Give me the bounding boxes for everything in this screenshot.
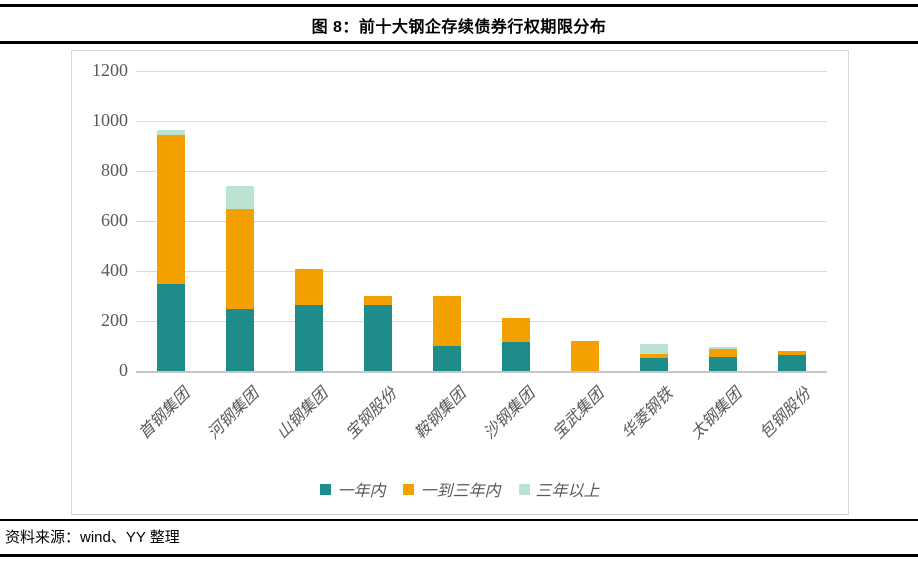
legend-swatch-icon (518, 483, 530, 495)
x-tick-label-山钢集团: 山钢集团 (273, 385, 332, 443)
legend-swatch-icon (320, 483, 332, 495)
bar-segment-华菱钢铁-一到三年内 (640, 354, 669, 358)
figure-title: 图 8：前十大钢企存续债券行权期限分布 (311, 19, 607, 36)
y-tick-label-0: 0 (119, 360, 128, 380)
bottom-divider (0, 554, 918, 557)
x-tick-label-宝钢股份: 宝钢股份 (342, 385, 401, 443)
bar-segment-宝钢股份-一年内 (363, 304, 392, 371)
legend-label: 一到三年内 (420, 483, 501, 500)
bar-segment-华菱钢铁-一年内 (640, 358, 669, 371)
y-tick-label-1200: 1200 (92, 60, 128, 80)
legend-label: 一年内 (337, 483, 386, 500)
bar-segment-太钢集团-一到三年内 (709, 348, 738, 358)
bar-segment-宝武集团-一到三年内 (571, 341, 600, 371)
y-tick-label-1000: 1000 (92, 110, 128, 130)
gridline-200 (136, 321, 827, 322)
bar-segment-沙钢集团-一到三年内 (502, 318, 531, 343)
bar-segment-太钢集团-三年以上 (709, 346, 738, 349)
y-tick-label-600: 600 (101, 210, 128, 230)
top-divider (0, 4, 918, 7)
bar-segment-鞍钢集团-一到三年内 (432, 296, 461, 346)
legend-label: 三年以上 (535, 483, 600, 500)
bar-segment-山钢集团-一到三年内 (294, 268, 323, 305)
x-axis-line (136, 371, 827, 373)
bar-segment-包钢股份-一到三年内 (778, 351, 807, 355)
gridline-600 (136, 221, 827, 222)
y-tick-label-200: 200 (101, 310, 128, 330)
x-tick-label-包钢股份: 包钢股份 (757, 385, 815, 443)
x-tick-label-河钢集团: 河钢集团 (204, 385, 262, 443)
x-tick-label-宝武集团: 宝武集团 (550, 385, 608, 443)
bar-segment-太钢集团-一年内 (709, 357, 738, 371)
bar-segment-河钢集团-一到三年内 (225, 208, 254, 309)
chart-legend: 一年内 一到三年内 三年以上 (72, 477, 848, 501)
bar-segment-河钢集团-一年内 (225, 308, 254, 371)
title-divider (0, 41, 918, 44)
y-tick-label-400: 400 (101, 260, 128, 280)
legend-item-一到三年内: 一到三年内 (403, 477, 501, 501)
x-tick-label-沙钢集团: 沙钢集团 (481, 385, 539, 443)
gridline-1000 (136, 121, 827, 122)
x-tick-label-华菱钢铁: 华菱钢铁 (619, 385, 677, 443)
y-tick-label-800: 800 (101, 160, 128, 180)
chart-area: 首钢集团 河钢集团 山钢集团 宝钢股份 鞍钢集团 沙钢集团 宝武集团 华菱钢铁 太钢集团 包钢股份… (71, 50, 849, 515)
gridline-1200 (136, 71, 827, 72)
bar-segment-首钢集团-一到三年内 (156, 134, 185, 284)
bar-segment-宝钢股份-一到三年内 (363, 296, 392, 305)
bar-segment-鞍钢集团-一年内 (432, 346, 461, 371)
gridline-400 (136, 271, 827, 272)
bar-segment-首钢集团-三年以上 (156, 129, 185, 135)
gridline-800 (136, 171, 827, 172)
bar-segment-华菱钢铁-三年以上 (640, 343, 669, 355)
x-tick-label-首钢集团: 首钢集团 (135, 385, 193, 443)
legend-item-三年以上: 三年以上 (518, 477, 600, 501)
x-tick-label-鞍钢集团: 鞍钢集团 (411, 385, 470, 443)
plot-area: 首钢集团 河钢集团 山钢集团 宝钢股份 鞍钢集团 沙钢集团 宝武集团 华菱钢铁 太钢集团 包钢股份 (136, 71, 827, 443)
bar-segment-山钢集团-一年内 (294, 304, 323, 371)
x-tick-label-太钢集团: 太钢集团 (688, 385, 746, 443)
bar-segment-沙钢集团-一年内 (502, 342, 531, 371)
bar-segment-河钢集团-三年以上 (225, 186, 254, 209)
data-source-note: 资料来源：wind、YY 整理 (5, 529, 180, 546)
legend-swatch-icon (403, 483, 415, 495)
legend-item-一年内: 一年内 (320, 477, 385, 501)
bar-segment-首钢集团-一年内 (156, 283, 185, 371)
source-divider (0, 519, 918, 521)
bar-segment-包钢股份-一年内 (778, 354, 807, 371)
